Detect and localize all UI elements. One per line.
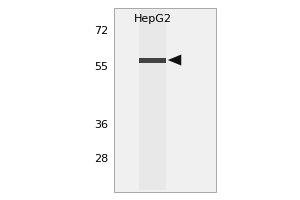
Text: 72: 72: [94, 26, 108, 36]
Bar: [139, 58, 166, 63]
Bar: [114, 8, 216, 192]
Text: HepG2: HepG2: [134, 14, 172, 24]
Text: 36: 36: [94, 120, 108, 130]
Bar: [139, 10, 166, 190]
Text: 55: 55: [94, 62, 108, 72]
Text: 28: 28: [94, 154, 108, 164]
Polygon shape: [168, 55, 181, 66]
